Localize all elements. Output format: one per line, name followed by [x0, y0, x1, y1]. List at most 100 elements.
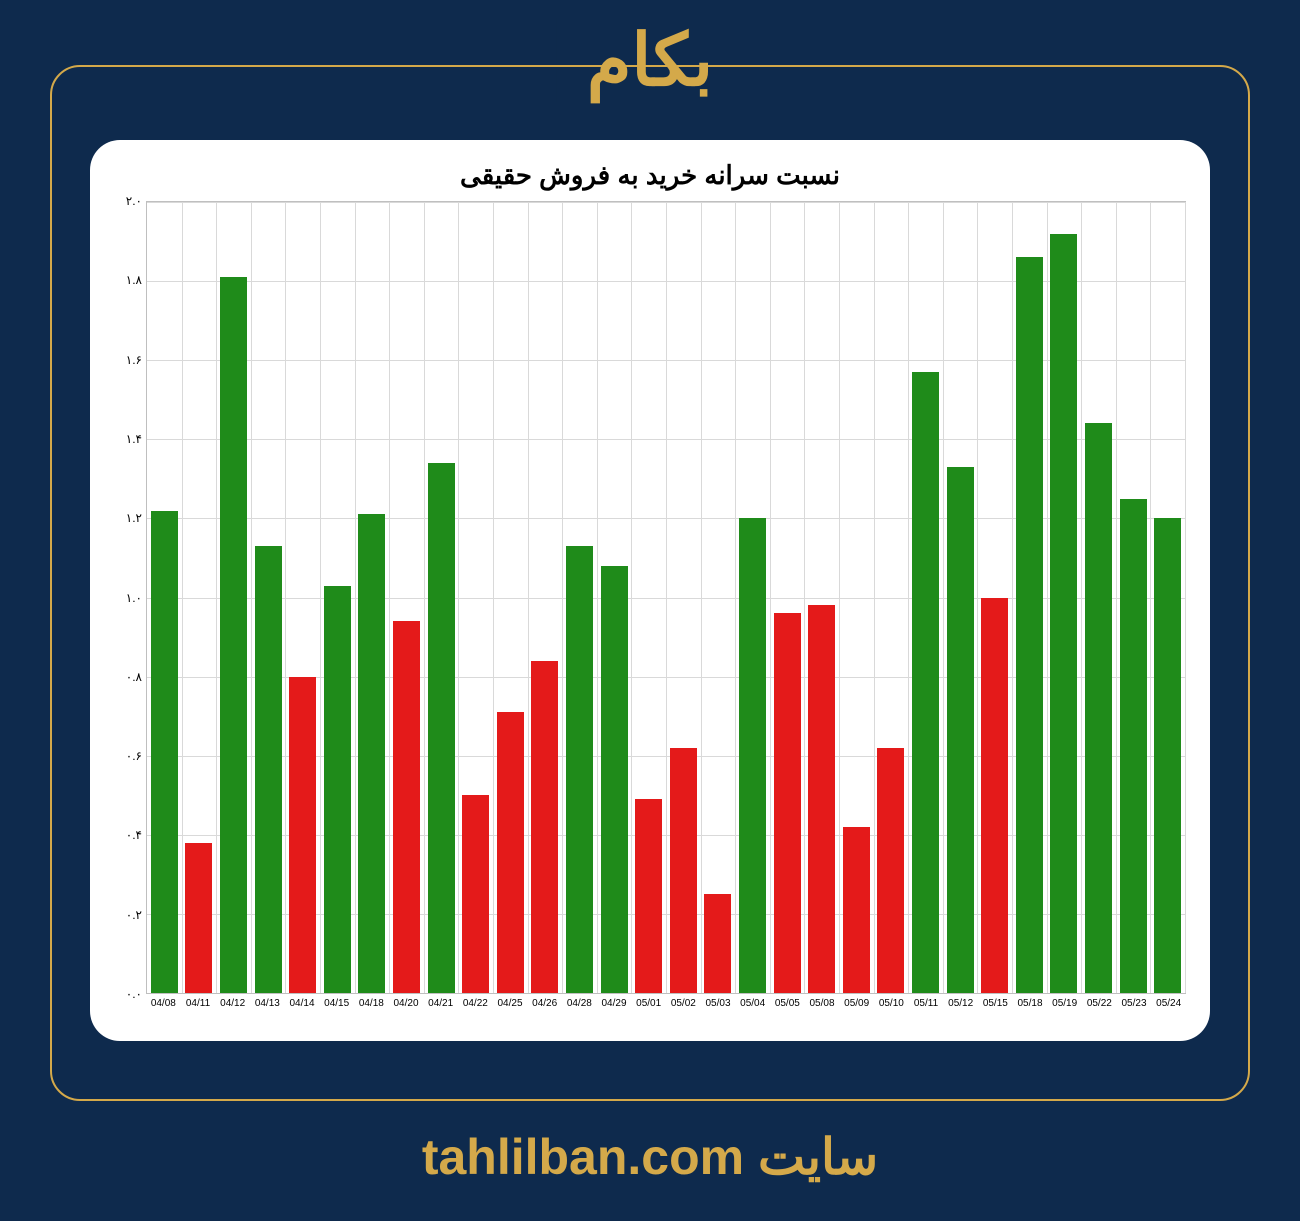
y-tick-label: ۱.۰ — [126, 591, 142, 605]
chart-title: نسبت سرانه خرید به فروش حقیقی — [110, 160, 1190, 191]
gridline-v — [493, 202, 494, 993]
x-tick-label: 04/28 — [567, 998, 592, 1009]
x-tick-label: 05/23 — [1121, 998, 1146, 1009]
gridline-v — [355, 202, 356, 993]
bar — [1050, 234, 1077, 993]
gridline-v — [735, 202, 736, 993]
gridline-v — [182, 202, 183, 993]
bar — [151, 511, 178, 994]
x-tick-label: 04/26 — [532, 998, 557, 1009]
gridline-v — [631, 202, 632, 993]
bar — [912, 372, 939, 993]
gridline-v — [1012, 202, 1013, 993]
bar — [1120, 499, 1147, 993]
x-tick-label: 05/03 — [705, 998, 730, 1009]
x-tick-label: 05/01 — [636, 998, 661, 1009]
gridline-v — [908, 202, 909, 993]
x-tick-label: 05/08 — [809, 998, 834, 1009]
y-tick-label: ۰.۴ — [126, 828, 142, 842]
bar — [289, 677, 316, 993]
x-tick-label: 04/29 — [601, 998, 626, 1009]
y-tick-label: ۱.۸ — [126, 273, 142, 287]
bar — [358, 514, 385, 993]
gridline-v — [389, 202, 390, 993]
bar — [220, 277, 247, 993]
gridline-v — [1116, 202, 1117, 993]
bar — [843, 827, 870, 993]
gridline-v — [666, 202, 667, 993]
x-tick-label: 05/18 — [1017, 998, 1042, 1009]
bar — [601, 566, 628, 993]
x-tick-label: 04/25 — [497, 998, 522, 1009]
gridline-v — [458, 202, 459, 993]
x-tick-label: 05/10 — [879, 998, 904, 1009]
chart-card: نسبت سرانه خرید به فروش حقیقی ۰.۰ ۰.۲ ۰.۴ ۰… — [90, 140, 1210, 1041]
x-tick-label: 04/22 — [463, 998, 488, 1009]
gridline-v — [597, 202, 598, 993]
plot-area — [146, 201, 1186, 994]
x-tick-label: 04/15 — [324, 998, 349, 1009]
gridline-v — [701, 202, 702, 993]
y-tick-label: ۱.۴ — [126, 432, 142, 446]
footer-text: سایت tahlilban.com — [0, 1128, 1300, 1186]
bar — [497, 712, 524, 993]
bar — [1085, 423, 1112, 993]
bar — [462, 795, 489, 993]
x-tick-label: 04/14 — [289, 998, 314, 1009]
y-tick-label: ۲.۰ — [126, 194, 142, 208]
x-tick-label: 04/18 — [359, 998, 384, 1009]
bar — [877, 748, 904, 993]
bar — [393, 621, 420, 993]
bar — [255, 546, 282, 993]
bar — [739, 518, 766, 993]
y-axis: ۰.۰۰.۲۰.۴۰.۶۰.۸۱.۰۱.۲۱.۴۱.۶۱.۸۲.۰ — [110, 201, 146, 994]
x-tick-label: 05/05 — [775, 998, 800, 1009]
gridline-v — [320, 202, 321, 993]
bar — [531, 661, 558, 993]
x-tick-label: 05/12 — [948, 998, 973, 1009]
gridline-v — [770, 202, 771, 993]
bar — [947, 467, 974, 993]
y-tick-label: ۰.۸ — [126, 670, 142, 684]
gridline-v — [839, 202, 840, 993]
gridline-v — [943, 202, 944, 993]
gridline-v — [977, 202, 978, 993]
y-tick-label: ۱.۲ — [126, 511, 142, 525]
y-tick-label: ۰.۰ — [126, 987, 142, 1001]
x-tick-label: 05/04 — [740, 998, 765, 1009]
y-tick-label: ۱.۶ — [126, 353, 142, 367]
gridline-v — [1185, 202, 1186, 993]
gridline-v — [562, 202, 563, 993]
bar — [635, 799, 662, 993]
x-tick-label: 04/11 — [186, 998, 210, 1009]
bar — [324, 586, 351, 993]
gridline-v — [528, 202, 529, 993]
x-tick-label: 05/11 — [914, 998, 938, 1009]
x-tick-label: 05/19 — [1052, 998, 1077, 1009]
bar — [704, 894, 731, 993]
bar — [981, 598, 1008, 994]
x-tick-label: 05/02 — [671, 998, 696, 1009]
y-tick-label: ۰.۶ — [126, 749, 142, 763]
x-tick-label: 04/12 — [220, 998, 245, 1009]
bar — [1154, 518, 1181, 993]
x-axis: 04/0804/1104/1204/1304/1404/1504/1804/20… — [146, 994, 1186, 1022]
bar — [566, 546, 593, 993]
x-tick-label: 04/13 — [255, 998, 280, 1009]
x-tick-label: 05/24 — [1156, 998, 1181, 1009]
gridline-v — [1047, 202, 1048, 993]
gridline-v — [251, 202, 252, 993]
gridline-v — [1150, 202, 1151, 993]
x-tick-label: 05/09 — [844, 998, 869, 1009]
gridline-v — [216, 202, 217, 993]
gridline-v — [424, 202, 425, 993]
chart-plot: ۰.۰۰.۲۰.۴۰.۶۰.۸۱.۰۱.۲۱.۴۱.۶۱.۸۲.۰ 04/080… — [110, 201, 1190, 1022]
gridline-v — [874, 202, 875, 993]
bar — [808, 605, 835, 993]
x-tick-label: 04/20 — [393, 998, 418, 1009]
bar — [185, 843, 212, 993]
y-tick-label: ۰.۲ — [126, 908, 142, 922]
bar — [774, 613, 801, 993]
bar — [1016, 257, 1043, 993]
x-tick-label: 04/21 — [428, 998, 453, 1009]
